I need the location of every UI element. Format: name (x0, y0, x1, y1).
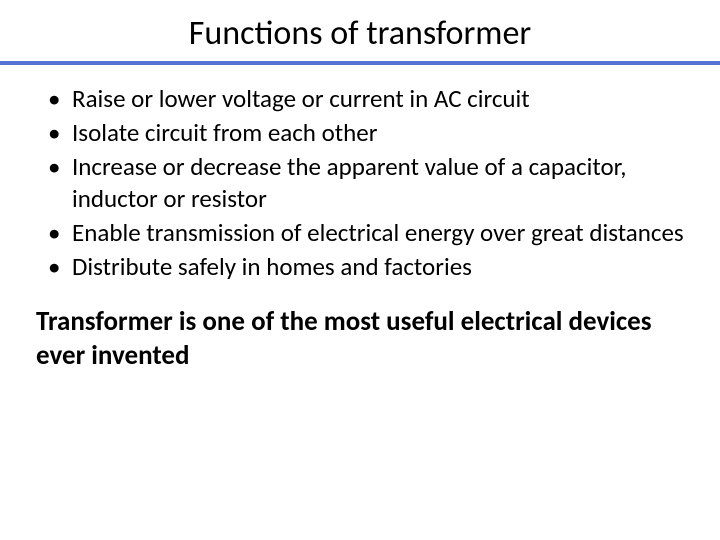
list-item: Increase or decrease the apparent value … (42, 151, 684, 215)
title-underline (0, 61, 720, 65)
slide: Functions of transformer Raise or lower … (0, 0, 720, 540)
slide-title: Functions of transformer (76, 14, 644, 55)
bullet-list: Raise or lower voltage or current in AC … (42, 83, 684, 283)
conclusion-text: Transformer is one of the most useful el… (36, 305, 684, 373)
list-item: Distribute safely in homes and factories (42, 251, 684, 283)
list-item: Raise or lower voltage or current in AC … (42, 83, 684, 115)
list-item: Isolate circuit from each other (42, 117, 684, 149)
list-item: Enable transmission of electrical energy… (42, 217, 684, 249)
